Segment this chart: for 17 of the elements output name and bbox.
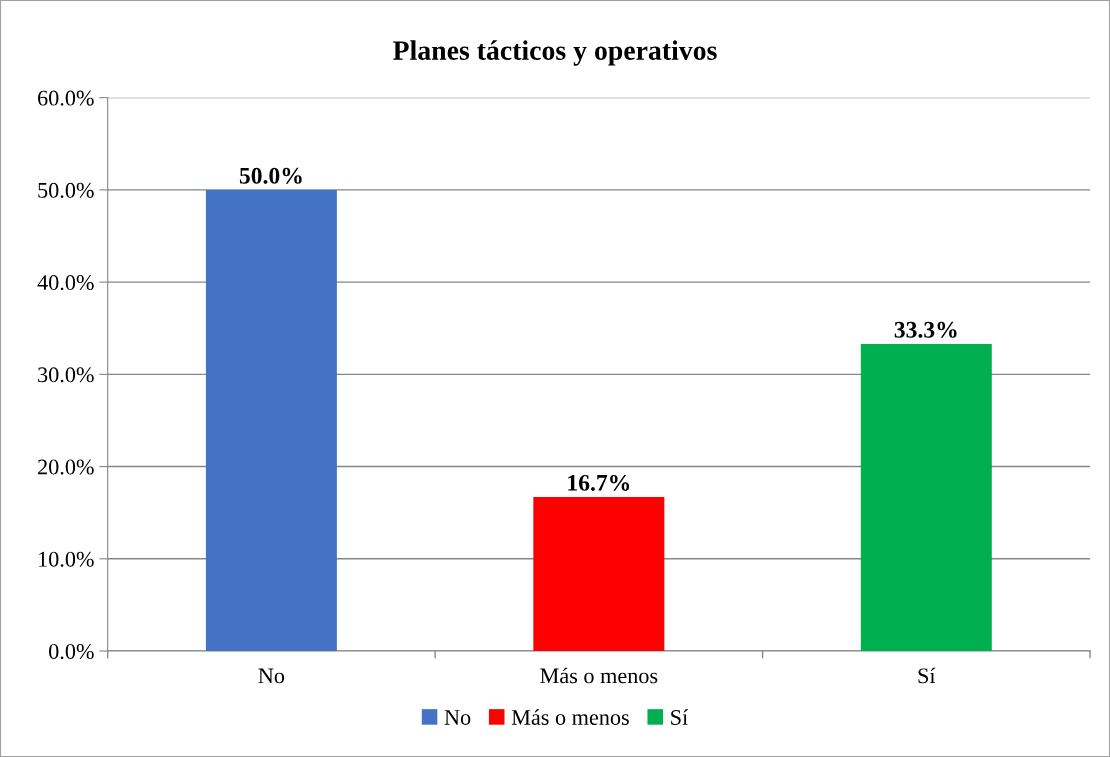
data-label: 50.0% (239, 167, 302, 184)
legend-label: Más o menos (511, 709, 629, 725)
data-label: 33.3% (894, 321, 957, 338)
y-tick-label: 20.0% (38, 459, 94, 475)
chart-title: Planes tácticos y operativos (393, 40, 717, 66)
y-tick-label: 50.0% (38, 182, 94, 198)
x-tick-label: Más o menos (540, 667, 658, 684)
y-tick-label: 60.0% (38, 90, 94, 106)
data-label: 16.7% (568, 474, 630, 491)
y-tick-label: 40.0% (37, 275, 94, 291)
x-tick-label: No (258, 668, 285, 684)
legend-label: No (444, 710, 471, 725)
x-tick-label: Sí (918, 667, 936, 684)
legend-label: Sí (671, 709, 688, 725)
y-tick-label: 30.0% (38, 367, 94, 383)
y-tick-label: 0.0% (49, 643, 94, 660)
y-tick-label: 10.0% (39, 551, 94, 567)
